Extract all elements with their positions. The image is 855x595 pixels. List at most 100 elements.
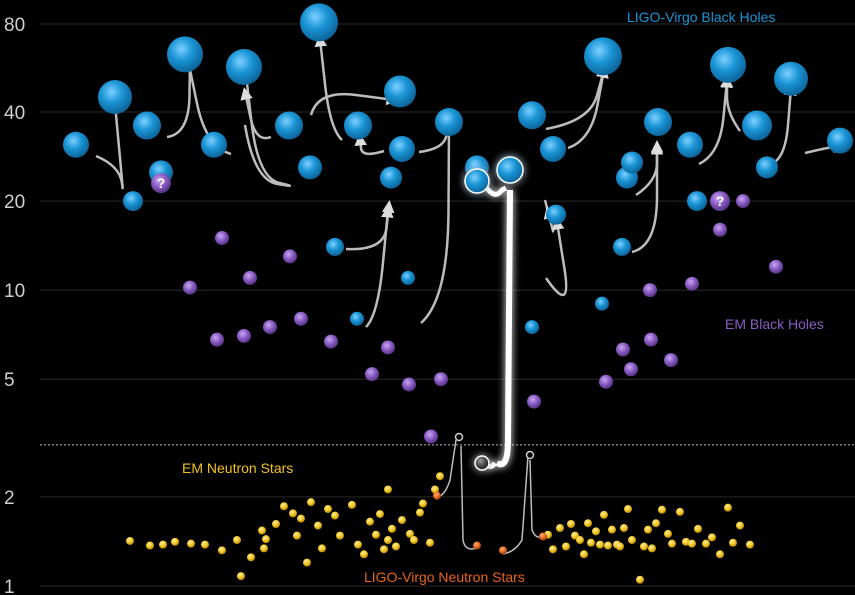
ligo-black-hole-point bbox=[595, 296, 609, 311]
em-neutron-star-point bbox=[652, 519, 660, 528]
highlight-arrow bbox=[495, 189, 513, 468]
category-label: LIGO-Virgo Neutron Stars bbox=[364, 569, 525, 585]
em-neutron-star-point bbox=[262, 535, 270, 544]
em-neutron-star-point bbox=[398, 516, 406, 525]
em-neutron-star-point bbox=[293, 531, 301, 540]
em-neutron-star-point bbox=[556, 524, 564, 533]
category-label: EM Neutron Stars bbox=[182, 460, 293, 476]
ns-merger-arrow bbox=[529, 459, 544, 538]
em-neutron-star-point bbox=[260, 544, 268, 553]
category-labels: LIGO-Virgo Black Holes EM Black Holes EM N… bbox=[182, 9, 824, 585]
em-neutron-star-point bbox=[318, 544, 326, 553]
ligo-black-hole-point bbox=[63, 131, 89, 158]
em-neutron-star-point bbox=[592, 527, 600, 536]
em-neutron-star-point bbox=[237, 572, 245, 581]
em-black-hole-point bbox=[624, 362, 638, 377]
em-neutron-star-point bbox=[171, 537, 179, 546]
em-neutron-star-point bbox=[360, 550, 368, 559]
em-neutron-star-point bbox=[289, 509, 297, 518]
em-neutron-star-point bbox=[324, 505, 332, 514]
em-neutron-star-point bbox=[648, 544, 656, 553]
em-black-hole-point bbox=[151, 173, 171, 194]
em-neutron-star-point bbox=[604, 541, 612, 550]
em-neutron-star-point bbox=[596, 540, 604, 549]
em-neutron-star-point bbox=[258, 526, 266, 535]
em-neutron-star-point bbox=[431, 485, 439, 494]
ligo-black-hole-point bbox=[401, 270, 415, 285]
em-black-hole-point bbox=[769, 259, 783, 274]
data-points: ?? bbox=[63, 3, 853, 584]
em-neutron-star-point bbox=[640, 542, 648, 551]
ligo-black-hole-point bbox=[384, 75, 416, 108]
ligo-black-hole-point bbox=[756, 156, 778, 179]
ns-merger-arrow bbox=[436, 439, 457, 498]
em-neutron-star-point bbox=[676, 507, 684, 516]
merger-arrow bbox=[420, 118, 456, 324]
em-neutron-star-point bbox=[218, 546, 226, 555]
ligo-black-hole-point bbox=[344, 111, 372, 140]
ligo-black-hole-point bbox=[133, 111, 161, 140]
em-black-hole-point bbox=[210, 332, 224, 347]
em-black-hole-point bbox=[527, 394, 541, 409]
em-black-hole-point bbox=[434, 372, 448, 387]
em-neutron-star-point bbox=[668, 539, 676, 548]
em-neutron-star-point bbox=[694, 524, 702, 533]
em-neutron-star-point bbox=[307, 498, 315, 507]
ligo-black-hole-point bbox=[298, 155, 322, 180]
em-black-hole-point bbox=[215, 231, 229, 246]
em-neutron-star-point bbox=[272, 520, 280, 529]
em-neutron-star-point bbox=[201, 540, 209, 549]
y-tick-label: 80 bbox=[4, 15, 25, 36]
em-neutron-star-point bbox=[736, 521, 744, 530]
em-black-hole-point bbox=[365, 367, 379, 382]
ligo-neutron-star-point bbox=[473, 541, 481, 550]
em-neutron-star-point bbox=[628, 536, 636, 545]
em-black-hole-point bbox=[381, 340, 395, 355]
em-black-hole-point bbox=[599, 374, 613, 389]
ligo-black-hole-point bbox=[435, 108, 463, 137]
em-neutron-star-point bbox=[702, 539, 710, 548]
ligo-black-hole-point bbox=[540, 135, 566, 162]
merger-arrow bbox=[631, 142, 664, 254]
merger-remnant-point bbox=[474, 455, 490, 471]
em-black-hole-point bbox=[324, 334, 338, 349]
merger-arrow bbox=[309, 92, 399, 116]
em-neutron-star-point bbox=[187, 539, 195, 548]
em-neutron-star-point bbox=[416, 508, 424, 517]
em-black-hole-point bbox=[644, 332, 658, 347]
ligo-black-hole-point bbox=[518, 101, 546, 130]
ligo-black-hole-point bbox=[774, 61, 808, 96]
ligo-black-hole-point bbox=[621, 151, 643, 174]
merger-arrow bbox=[545, 65, 609, 131]
em-neutron-star-point bbox=[600, 510, 608, 519]
em-neutron-star-point bbox=[331, 511, 339, 520]
ligo-neutron-star-point bbox=[539, 532, 547, 541]
ligo-black-hole-point bbox=[123, 191, 143, 212]
em-black-hole-point bbox=[616, 342, 630, 357]
em-neutron-star-point bbox=[664, 529, 672, 538]
em-neutron-star-point bbox=[608, 525, 616, 534]
merger-arrow bbox=[365, 205, 394, 328]
y-tick-label: 5 bbox=[4, 370, 15, 391]
em-black-hole-point bbox=[685, 276, 699, 291]
ligo-black-hole-point bbox=[98, 80, 132, 115]
ligo-black-hole-point bbox=[275, 111, 303, 140]
em-black-hole-point bbox=[736, 194, 750, 209]
y-tick-label: 20 bbox=[4, 192, 25, 213]
em-neutron-star-point bbox=[410, 536, 418, 545]
em-neutron-star-point bbox=[392, 542, 400, 551]
y-tick-label: 1 bbox=[4, 577, 15, 595]
em-neutron-star-point bbox=[354, 540, 362, 549]
merger-arrows bbox=[95, 34, 845, 555]
ligo-black-hole-point bbox=[380, 166, 402, 189]
ns-merger-remnant bbox=[525, 450, 535, 460]
ligo-black-hole-point bbox=[300, 3, 338, 42]
em-neutron-star-point bbox=[746, 540, 754, 549]
em-neutron-star-point bbox=[366, 517, 374, 526]
unknown-object-marker: ? bbox=[151, 173, 171, 194]
em-neutron-star-point bbox=[406, 529, 414, 538]
ligo-black-hole-point bbox=[742, 110, 772, 141]
merger-arrow bbox=[354, 133, 385, 156]
em-neutron-star-point bbox=[576, 536, 584, 545]
